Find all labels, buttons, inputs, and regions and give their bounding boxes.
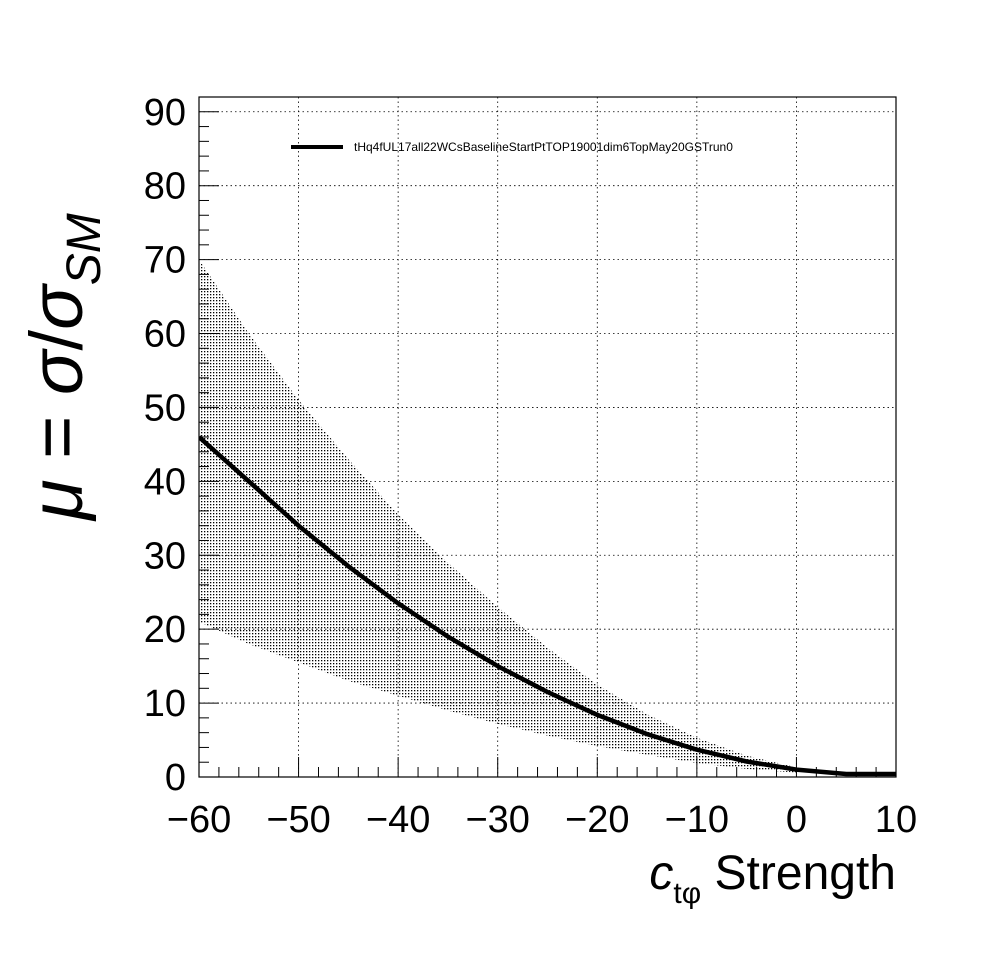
y-title-sub: SM [58,213,111,285]
x-title-main: c [649,847,673,900]
axis-ticks [198,96,897,778]
y-tick-label: 90 [144,92,186,134]
y-title-sigma: σ [15,348,98,395]
x-tick-label: −50 [266,799,330,841]
x-tick-label: −60 [167,799,231,841]
y-title-sigma2: σ [15,283,98,330]
y-tick-label: 80 [144,166,186,208]
y-tick-label: 10 [144,683,186,725]
legend: tHq4fUL17all22WCsBaselineStartPtTOP19001… [291,140,733,154]
x-tick-label: −10 [665,799,729,841]
y-tick-label: 0 [165,757,186,799]
y-title-slash: / [15,329,98,350]
y-title-mu: μ [15,479,98,522]
series-lines [199,435,896,777]
x-title-sub: tφ [673,877,701,910]
x-tick-labels: −60 −50 −40 −30 −20 −10 0 10 [167,799,917,841]
x-title-rest: Strength [701,847,896,900]
uncertainty-band [199,259,797,773]
y-tick-labels: 0 10 20 30 40 50 60 70 80 90 [144,92,186,799]
y-tick-label: 70 [144,240,186,282]
band-area [199,259,797,773]
y-tick-label: 60 [144,314,186,356]
x-tick-label: 0 [786,799,807,841]
y-axis-title: μ = σ/σSM [15,213,111,522]
x-axis-title: ctφ Strength [649,847,896,910]
y-title-eq: = [15,395,98,479]
x-tick-label: −30 [465,799,529,841]
x-tick-label: 10 [875,799,917,841]
legend-label: tHq4fUL17all22WCsBaselineStartPtTOP19001… [354,140,733,154]
grid [199,97,896,777]
y-tick-label: 50 [144,387,186,429]
y-tick-label: 20 [144,609,186,651]
y-tick-label: 30 [144,535,186,577]
y-tick-label: 40 [144,461,186,503]
x-tick-label: −40 [366,799,430,841]
x-tick-label: −20 [565,799,629,841]
